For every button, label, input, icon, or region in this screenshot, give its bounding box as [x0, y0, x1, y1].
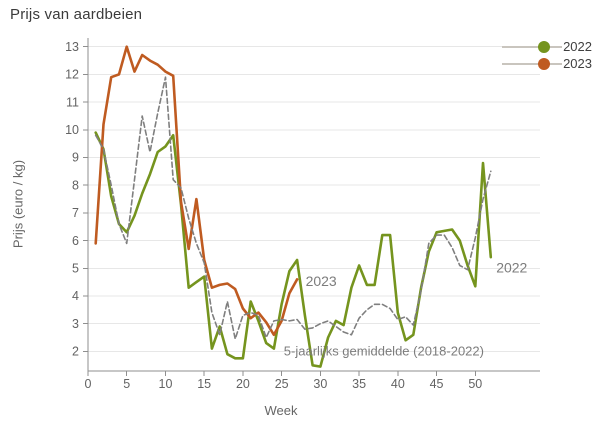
y-tick-label: 6 [72, 234, 79, 248]
annotation-2022: 2022 [496, 259, 527, 275]
annotation-2023: 2023 [306, 273, 337, 289]
y-tick-label: 13 [65, 40, 79, 54]
legend-line-icon [502, 63, 563, 65]
series-lines [94, 45, 493, 368]
y-tick-label: 8 [72, 178, 79, 192]
series-line-2022 [94, 131, 493, 368]
legend-sample-2023 [502, 55, 563, 72]
y-tick-label: 9 [72, 151, 79, 165]
x-tick-label: 15 [197, 377, 211, 391]
y-tick-label: 12 [65, 68, 79, 82]
x-tick-label: 25 [275, 377, 289, 391]
legend-item-2022: 2022 [502, 38, 592, 55]
legend-line-icon [502, 46, 563, 48]
x-tick-label: 5 [123, 377, 130, 391]
y-tick-label: 5 [72, 262, 79, 276]
x-tick-label: 30 [313, 377, 327, 391]
axes [87, 38, 540, 372]
legend-label: 2023 [563, 56, 592, 71]
x-tick-label: 0 [85, 377, 92, 391]
x-tick-label: 20 [236, 377, 250, 391]
y-tick-label: 2 [72, 345, 79, 359]
x-tick-label: 45 [430, 377, 444, 391]
page-title: Prijs van aardbeien [10, 6, 143, 23]
x-tick-label: 35 [352, 377, 366, 391]
axis-ticks [83, 46, 476, 376]
y-tick-label: 7 [72, 206, 79, 220]
series-line-2023 [94, 45, 299, 337]
x-axis-label: Week [264, 403, 298, 418]
legend-dot-icon [538, 57, 551, 70]
annotation-5-jaarlijks-gemiddelde-2018-2022-: 5-jaarlijks gemiddelde (2018-2022) [284, 343, 484, 358]
legend-dot-icon [538, 40, 551, 53]
legend-label: 2022 [563, 39, 592, 54]
y-tick-label: 4 [72, 289, 79, 303]
series-line-5-jaarlijks-gemiddelde-2018-2022- [94, 76, 492, 340]
annotations: 2023 2022 5-jaarlijks gemiddelde (2018-202… [284, 259, 528, 358]
gridlines [88, 46, 540, 352]
x-tick-label: 50 [468, 377, 482, 391]
y-axis-label: Prijs (euro / kg) [10, 159, 26, 249]
legend: 2022 2023 [502, 38, 592, 72]
y-tick-label: 11 [66, 95, 79, 109]
x-tick-label: 40 [391, 377, 405, 391]
legend-item-2023: 2023 [502, 55, 592, 72]
y-tick-label: 3 [72, 317, 79, 331]
x-tick-label: 10 [159, 377, 173, 391]
y-tick-label: 10 [65, 123, 79, 137]
legend-sample-2022 [502, 38, 563, 55]
